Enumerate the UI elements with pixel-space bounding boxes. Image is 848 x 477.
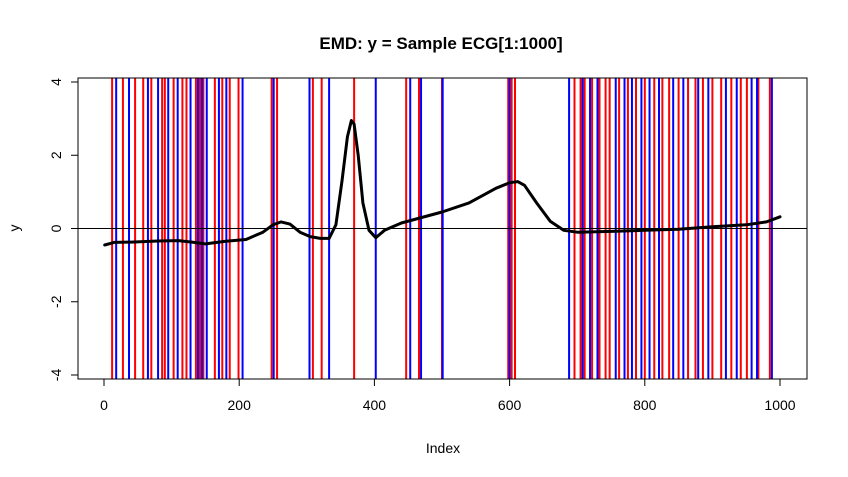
signal-line <box>103 119 782 247</box>
y-axis-title: y <box>6 225 22 232</box>
y-tick-label: 0 <box>48 224 64 232</box>
x-tick-label: 200 <box>228 397 252 413</box>
x-tick-label: 1000 <box>764 397 795 413</box>
x-axis-title: Index <box>426 440 460 456</box>
y-tick-label: -2 <box>48 295 64 308</box>
x-tick-label: 400 <box>363 397 387 413</box>
y-tick-label: 2 <box>48 151 64 159</box>
y-axis: -4 -2 0 2 4 <box>48 78 79 382</box>
chart-title: EMD: y = Sample ECG[1:1000] <box>319 34 562 53</box>
x-axis: 0 200 400 600 800 1000 <box>100 378 796 413</box>
x-tick-label: 800 <box>633 397 657 413</box>
x-tick-label: 600 <box>498 397 522 413</box>
y-tick-label: 4 <box>48 78 64 86</box>
x-tick-label: 0 <box>100 397 108 413</box>
y-tick-label: -4 <box>48 369 64 382</box>
